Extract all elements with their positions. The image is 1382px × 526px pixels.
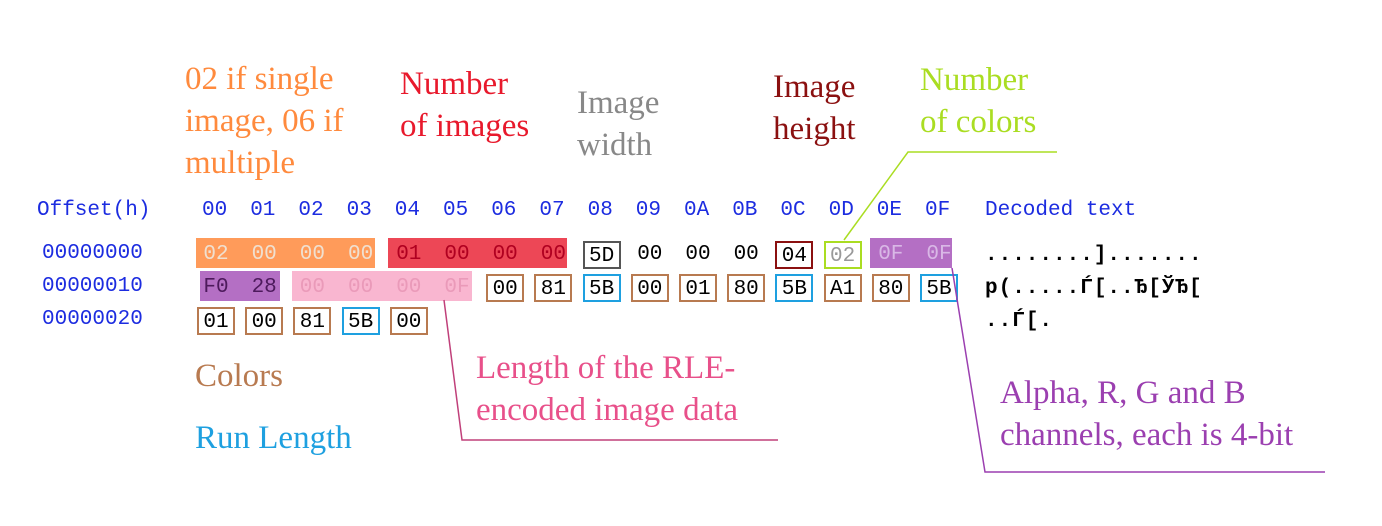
num-images-highlight: [388, 238, 567, 268]
column-header: 0A: [684, 199, 710, 222]
hex-byte: 00: [347, 243, 374, 266]
hex-byte: 00: [492, 243, 518, 266]
column-header: 04: [394, 199, 421, 222]
run-length-legend: Run Length: [195, 420, 352, 456]
column-header: 0E: [876, 199, 903, 222]
image-height-annotation: Image height: [773, 69, 856, 147]
column-header: 09: [635, 199, 662, 222]
hex-byte: 00: [396, 276, 422, 299]
rle-length-annotation: Length of the RLE- encoded image data: [476, 350, 739, 428]
decoded-text-row: ........].......: [985, 244, 1230, 267]
argb-highlight: [200, 271, 280, 301]
hex-byte: 04: [775, 241, 814, 269]
hex-byte: 00: [444, 243, 470, 266]
hex-byte: 00: [540, 243, 566, 266]
column-header: 02: [298, 199, 324, 222]
row-offset: 00000010: [42, 275, 143, 298]
hex-byte: 5B: [582, 274, 621, 302]
hex-byte: 5B: [341, 307, 380, 335]
column-header: 00: [202, 199, 228, 222]
hex-byte: 5B: [920, 274, 958, 302]
column-header: 07: [539, 199, 565, 222]
hex-byte: 81: [293, 307, 332, 335]
hex-byte: 01: [396, 243, 422, 266]
hex-byte: 00: [299, 243, 325, 266]
hex-byte: 81: [534, 274, 573, 302]
hex-byte: 00: [733, 243, 759, 266]
hex-byte: 0F: [926, 243, 952, 266]
hex-byte: 0F: [444, 276, 470, 299]
hex-byte: 5D: [582, 241, 621, 269]
magic-annotation: 02 if single image, 06 if multiple: [185, 61, 344, 181]
column-header: 06: [491, 199, 517, 222]
hex-byte: 01: [679, 274, 717, 302]
hex-byte: 00: [389, 307, 428, 335]
column-header: 08: [587, 199, 613, 222]
magic-highlight: [196, 238, 375, 268]
row-offset: 00000000: [42, 242, 143, 265]
hex-byte: 00: [347, 276, 374, 299]
argb-highlight: [870, 238, 952, 268]
column-header: 0C: [780, 199, 806, 222]
decoded-text-row: ..Ѓ[.: [985, 310, 1054, 333]
hex-byte: 01: [197, 307, 235, 335]
argb-leader: [951, 267, 1325, 473]
hex-byte: 28: [251, 276, 277, 299]
column-header: 0F: [925, 199, 951, 222]
rle-length-leader: [443, 299, 778, 441]
hex-byte: 00: [299, 276, 325, 299]
hex-byte: 0F: [878, 243, 904, 266]
argb-annotation: Alpha, R, G and B channels, each is 4-bi…: [1000, 375, 1294, 453]
image-width-annotation: Image width: [577, 85, 660, 163]
hex-byte: A1: [823, 274, 862, 302]
offset-header: Offset(h): [37, 199, 151, 222]
column-header: 0B: [732, 199, 758, 222]
hex-byte: 00: [637, 243, 663, 266]
number-of-colors-annotation: Number of colors: [920, 62, 1037, 140]
hex-byte: 80: [871, 274, 910, 302]
column-header: 03: [346, 199, 372, 222]
hex-byte: 00: [685, 243, 711, 266]
hex-byte: 02: [203, 243, 229, 266]
hex-byte: 80: [727, 274, 766, 302]
hex-byte: 5B: [775, 274, 814, 302]
hex-byte: 00: [245, 307, 284, 335]
column-header: 0D: [828, 199, 854, 222]
hex-byte: 00: [630, 274, 669, 302]
hex-byte: 00: [486, 274, 525, 302]
number-of-images-annotation: Number of images: [400, 66, 530, 144]
column-header: 05: [443, 199, 469, 222]
hex-byte: 00: [251, 243, 277, 266]
decoded-text-row: p(.....Ѓ[..Ђ[ЎЂ[: [985, 277, 1203, 300]
decoded-text-header: Decoded text: [985, 199, 1137, 222]
hex-byte: F0: [203, 276, 229, 299]
column-header: 01: [250, 199, 276, 222]
row-offset: 00000020: [42, 308, 143, 331]
num-colors-leader: [843, 151, 1057, 241]
hex-byte: 02: [823, 241, 862, 269]
rle-length-highlight: [292, 271, 472, 301]
colors-legend: Colors: [195, 358, 284, 394]
